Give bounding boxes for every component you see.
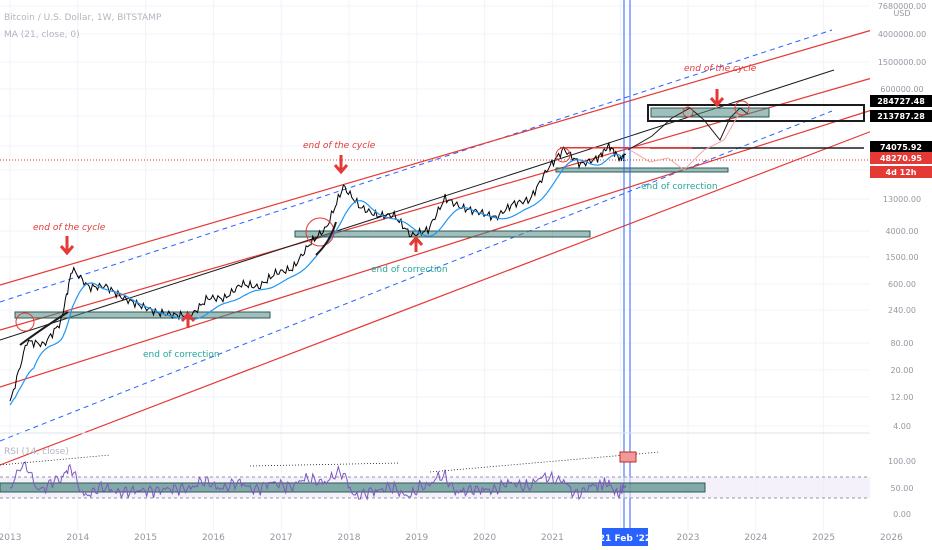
chart-title: Bitcoin / U.S. Dollar, 1W, BITSTAMP [4, 13, 162, 23]
red-channel-bottom [0, 130, 873, 466]
time-axis-tick-label: 2013 [0, 533, 21, 543]
time-axis-tick-label: 2020 [473, 533, 496, 543]
price-series-line [9, 141, 627, 402]
price-label-badge [870, 110, 932, 122]
arrow-down-2017 [333, 155, 349, 175]
price-label-badge [870, 95, 932, 107]
price-axis-tick-label: 600000.00 [880, 85, 923, 94]
cycle-arrows [59, 89, 725, 328]
annotation-end-of-cycle-2: end of the cycle [303, 141, 376, 151]
horizontal-grid [0, 5, 870, 427]
support-zone-2015 [14, 311, 271, 319]
price-axis-tick-label: 12.00 [891, 393, 914, 402]
rsi-trend-1 [0, 454, 111, 466]
time-axis-tick-label: 2024 [744, 533, 767, 543]
time-axis-tick-label: 2018 [338, 533, 361, 543]
price-axis-unit: USD [893, 9, 910, 18]
rsi-axis-tick-label: 50.00 [891, 484, 914, 493]
price-axis-tick-label: 13000.00 [883, 195, 921, 204]
price-axis-tick-label: 4.00 [893, 422, 911, 431]
black-arc-2013 [19, 311, 69, 346]
red-channel-lower-mid [0, 109, 873, 388]
price-label-badge [870, 141, 932, 153]
time-axis-tick-label: 2025 [812, 533, 835, 543]
rsi-highlight-box [619, 451, 637, 463]
annotation-end-of-correction-1: end of correction [143, 350, 220, 360]
rsi-label: RSI (14, close) [4, 447, 69, 457]
projection-path [627, 107, 749, 151]
projection-faded [629, 111, 741, 171]
ath-red-box [560, 147, 692, 149]
price-label-badge [870, 166, 932, 178]
price-labels: 284727.48 213787.28 74075.92 48270.95 4d 12h [870, 95, 932, 178]
annotation-end-of-correction-2: end of correction [371, 265, 448, 275]
rsi-series-line [9, 461, 627, 501]
time-axis-ticks: 2013 2014 2015 2016 2017 2018 2019 2020 2021 2023… [0, 533, 903, 543]
price-axis-tick-label: 1500000.00 [878, 58, 926, 67]
resistance-zone-top [647, 104, 865, 122]
annotation-end-of-correction-3: end of correction [641, 182, 718, 192]
date-marker-badge [602, 528, 648, 546]
dashed-channel [0, 29, 833, 442]
black-arc-2017 [315, 221, 337, 256]
arrow-down-2013 [59, 236, 75, 256]
time-axis-tick-label: 2015 [134, 533, 157, 543]
rsi-trend-2 [249, 462, 401, 467]
support-zone-2022 [555, 167, 729, 173]
annotation-end-of-cycle-3: end of the cycle [684, 64, 757, 74]
price-axis-tick-label: 1500.00 [885, 253, 918, 262]
price-axis-tick-label: 7680000.00 [878, 2, 926, 11]
time-axis-tick-label: 2014 [66, 533, 89, 543]
arrow-down-2023 [709, 89, 725, 108]
price-label-text: 284727.48 [877, 97, 925, 106]
price-label-text: 4d 12h [886, 168, 917, 177]
time-axis-tick-label: 2019 [405, 533, 428, 543]
date-marker-label: 21 Feb '22 [599, 534, 651, 544]
time-axis-tick-label: 2026 [880, 533, 903, 543]
rsi-axis-tick-label: 0.00 [893, 510, 911, 519]
price-axis-tick-label: 4000000.00 [878, 30, 926, 39]
resistance-zone-fill [650, 107, 770, 118]
price-label-text: 213787.28 [877, 112, 925, 121]
dashed-channel-upper [0, 29, 833, 303]
date-marker-lines [623, 0, 631, 530]
time-axis-tick-label: 2017 [270, 533, 293, 543]
price-axis-tick-label: 80.00 [891, 339, 914, 348]
arrow-up-2018 [408, 235, 424, 252]
price-axis-tick-label: 20.00 [891, 366, 914, 375]
highlight-circles [15, 100, 750, 332]
price-label-text: 48270.95 [880, 154, 922, 163]
support-zone-2018 [294, 230, 591, 238]
price-axis-tick-label: 4000.00 [885, 227, 918, 236]
support-zones [14, 104, 865, 319]
price-axis-background [870, 0, 932, 530]
price-axis-tick-label: 240.00 [888, 306, 916, 315]
time-axis-tick-label: 2023 [677, 533, 700, 543]
rsi-axis-ticks: 100.00 50.00 0.00 [888, 457, 916, 519]
time-axis-tick-label: 2016 [202, 533, 225, 543]
annotation-end-of-cycle-1: end of the cycle [33, 223, 106, 233]
arrow-up-2015 [180, 311, 196, 328]
rsi-axis-tick-label: 100.00 [888, 457, 916, 466]
indicator-label: MA (21, close, 0) [4, 30, 80, 40]
time-axis-tick-label: 2021 [541, 533, 564, 543]
red-channel-top [0, 29, 873, 286]
price-label-badge [870, 152, 932, 164]
price-label-text: 74075.92 [880, 143, 922, 152]
price-axis-tick-label: 600.00 [888, 280, 916, 289]
rsi-support-zone [0, 482, 706, 493]
